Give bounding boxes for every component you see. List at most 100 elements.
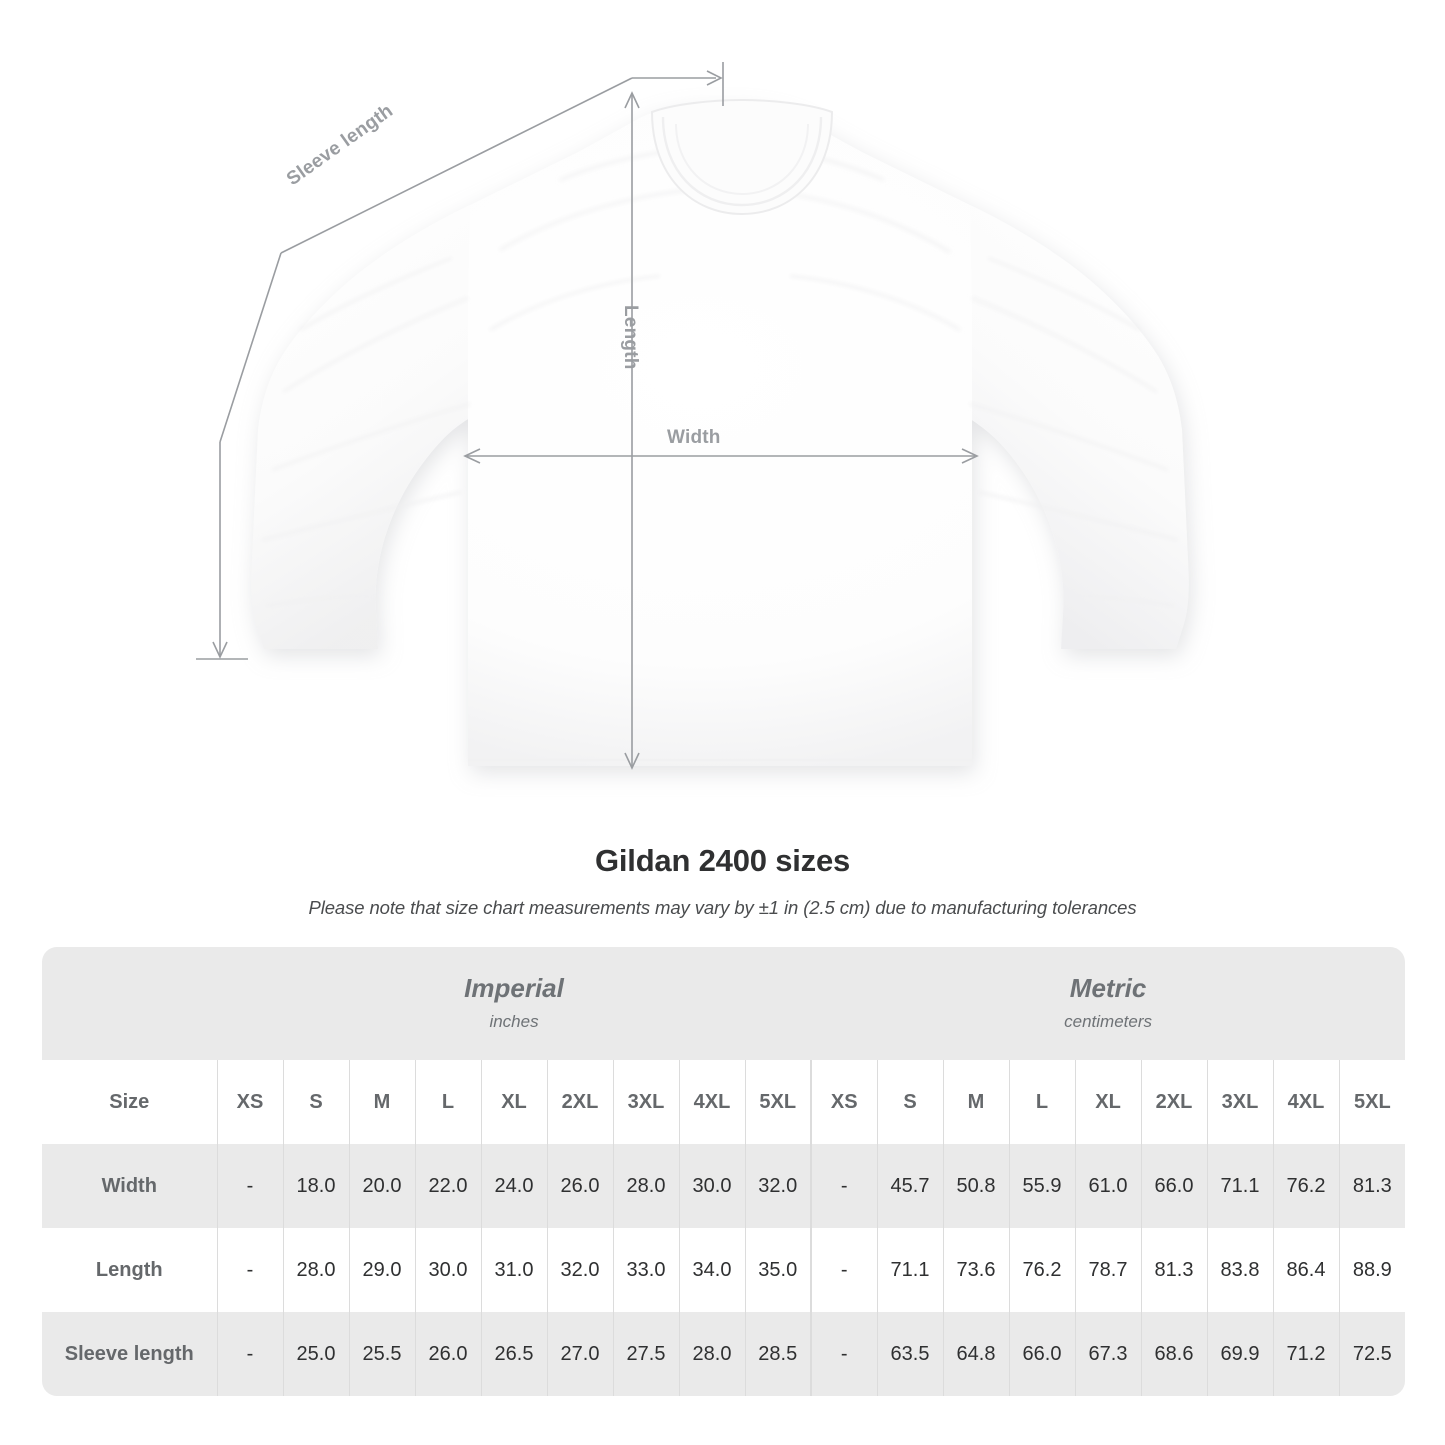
cell-width-imperial-4xl: 30.0 xyxy=(678,1144,745,1228)
cell-sleeve-metric-5xl: 72.5 xyxy=(1338,1312,1406,1396)
cell-length-imperial-l: 30.0 xyxy=(414,1228,481,1312)
metric-label: Metric xyxy=(1069,973,1147,1004)
cell-length-imperial-4xl: 34.0 xyxy=(678,1228,745,1312)
shirt-body-shape xyxy=(251,104,1189,766)
cell-length-metric-5xl: 88.9 xyxy=(1338,1228,1406,1312)
cell-length-imperial-3xl: 33.0 xyxy=(612,1228,679,1312)
cell-width-metric-5xl: 81.3 xyxy=(1338,1144,1406,1228)
shirt-graphic xyxy=(251,104,1189,766)
length-arrowhead-top xyxy=(624,91,640,109)
cell-width-metric-3xl: 71.1 xyxy=(1206,1144,1274,1228)
sleeve-diagonal-segment xyxy=(280,77,633,254)
cell-length-metric-xl: 78.7 xyxy=(1074,1228,1142,1312)
collar xyxy=(650,98,834,216)
table-row-sleeve-length: Sleeve length - 25.0 25.5 26.0 26.5 27.0… xyxy=(42,1312,1406,1396)
metric-sublabel: centimeters xyxy=(1064,1011,1153,1031)
col-header-imperial-4xl: 4XL xyxy=(678,1060,745,1144)
length-arrowhead-bottom xyxy=(624,752,640,770)
cell-sleeve-imperial-3xl: 27.5 xyxy=(612,1312,679,1396)
cell-width-metric-s: 45.7 xyxy=(876,1144,944,1228)
cell-width-imperial-2xl: 26.0 xyxy=(546,1144,613,1228)
cell-width-imperial-m: 20.0 xyxy=(348,1144,415,1228)
right-sleeve xyxy=(970,205,1189,649)
col-header-metric-xs: XS xyxy=(810,1060,878,1144)
cell-sleeve-imperial-4xl: 28.0 xyxy=(678,1312,745,1396)
col-header-metric-l: L xyxy=(1008,1060,1076,1144)
width-arrowhead-right xyxy=(961,448,979,464)
cell-length-imperial-s: 28.0 xyxy=(282,1228,349,1312)
page-title: Gildan 2400 sizes xyxy=(594,843,851,878)
unit-header-imperial: Imperial inches xyxy=(217,947,812,1060)
cell-length-metric-m: 73.6 xyxy=(942,1228,1010,1312)
row-label-width: Width xyxy=(42,1144,217,1228)
col-header-imperial-5xl: 5XL xyxy=(744,1060,812,1144)
cell-width-metric-4xl: 76.2 xyxy=(1272,1144,1340,1228)
cell-length-imperial-xs: - xyxy=(216,1228,283,1312)
table-row-length: Length - 28.0 29.0 30.0 31.0 32.0 33.0 3… xyxy=(42,1228,1406,1312)
unit-header-spacer xyxy=(42,947,217,1060)
cell-length-metric-4xl: 86.4 xyxy=(1272,1228,1340,1312)
row-label-sleeve-length: Sleeve length xyxy=(42,1312,217,1396)
table-header-row: Size XS S M L XL 2XL 3XL 4XL 5XL XS S M … xyxy=(42,1060,1406,1144)
sleeve-lower-diagonal xyxy=(219,252,282,443)
cell-width-metric-2xl: 66.0 xyxy=(1140,1144,1208,1228)
col-header-metric-3xl: 3XL xyxy=(1206,1060,1274,1144)
cell-sleeve-metric-s: 63.5 xyxy=(876,1312,944,1396)
size-chart-table-container: Imperial inches Metric centimeters Size … xyxy=(42,947,1406,1396)
col-header-metric-xl: XL xyxy=(1074,1060,1142,1144)
col-header-imperial-3xl: 3XL xyxy=(612,1060,679,1144)
cell-length-metric-s: 71.1 xyxy=(876,1228,944,1312)
col-header-imperial-m: M xyxy=(348,1060,415,1144)
col-header-metric-m: M xyxy=(942,1060,1010,1144)
cell-length-imperial-m: 29.0 xyxy=(348,1228,415,1312)
left-sleeve xyxy=(251,205,470,649)
col-header-metric-4xl: 4XL xyxy=(1272,1060,1340,1144)
cell-sleeve-imperial-5xl: 28.5 xyxy=(744,1312,812,1396)
col-header-imperial-l: L xyxy=(414,1060,481,1144)
cell-sleeve-imperial-xs: - xyxy=(216,1312,283,1396)
cell-length-metric-2xl: 81.3 xyxy=(1140,1228,1208,1312)
garment-svg xyxy=(196,62,1189,770)
cell-length-metric-3xl: 83.8 xyxy=(1206,1228,1274,1312)
cell-sleeve-metric-4xl: 71.2 xyxy=(1272,1312,1340,1396)
table-row-width: Width - 18.0 20.0 22.0 24.0 26.0 28.0 30… xyxy=(42,1144,1406,1228)
cell-sleeve-imperial-xl: 26.5 xyxy=(480,1312,547,1396)
cell-width-imperial-3xl: 28.0 xyxy=(612,1144,679,1228)
cell-width-imperial-xs: - xyxy=(216,1144,283,1228)
cell-sleeve-metric-2xl: 68.6 xyxy=(1140,1312,1208,1396)
col-header-imperial-xs: XS xyxy=(216,1060,283,1144)
garment-illustration: Sleeve length Length Width xyxy=(196,62,1189,770)
imperial-label: Imperial xyxy=(464,973,564,1004)
col-header-imperial-2xl: 2XL xyxy=(546,1060,613,1144)
cell-sleeve-metric-xs: - xyxy=(810,1312,878,1396)
dimension-lines xyxy=(196,62,979,770)
cell-width-metric-xl: 61.0 xyxy=(1074,1144,1142,1228)
unit-header-metric: Metric centimeters xyxy=(811,947,1406,1060)
cell-width-imperial-l: 22.0 xyxy=(414,1144,481,1228)
cell-sleeve-metric-l: 66.0 xyxy=(1008,1312,1076,1396)
width-dimension-label: Width xyxy=(667,427,721,448)
tolerance-note: Please note that size chart measurements… xyxy=(308,897,1137,918)
cell-width-metric-m: 50.8 xyxy=(942,1144,1010,1228)
row-label-length: Length xyxy=(42,1228,217,1312)
width-arrowhead-left xyxy=(463,448,481,464)
cell-length-imperial-5xl: 35.0 xyxy=(744,1228,812,1312)
sleeve-arrowhead-bottom xyxy=(212,641,228,659)
cell-sleeve-imperial-m: 25.5 xyxy=(348,1312,415,1396)
col-header-metric-s: S xyxy=(876,1060,944,1144)
cell-length-metric-l: 76.2 xyxy=(1008,1228,1076,1312)
sleeve-arrowhead-top xyxy=(706,70,723,86)
cell-sleeve-imperial-s: 25.0 xyxy=(282,1312,349,1396)
cell-sleeve-metric-xl: 67.3 xyxy=(1074,1312,1142,1396)
unit-header-row: Imperial inches Metric centimeters xyxy=(42,947,1406,1060)
cell-length-imperial-xl: 31.0 xyxy=(480,1228,547,1312)
cell-length-imperial-2xl: 32.0 xyxy=(546,1228,613,1312)
cell-width-metric-l: 55.9 xyxy=(1008,1144,1076,1228)
cell-width-metric-xs: - xyxy=(810,1144,878,1228)
cell-length-metric-xs: - xyxy=(810,1228,878,1312)
title-block: Gildan 2400 sizes Please note that size … xyxy=(0,843,1445,919)
cell-width-imperial-xl: 24.0 xyxy=(480,1144,547,1228)
imperial-sublabel: inches xyxy=(489,1011,539,1031)
col-header-imperial-s: S xyxy=(282,1060,349,1144)
cell-width-imperial-5xl: 32.0 xyxy=(744,1144,812,1228)
